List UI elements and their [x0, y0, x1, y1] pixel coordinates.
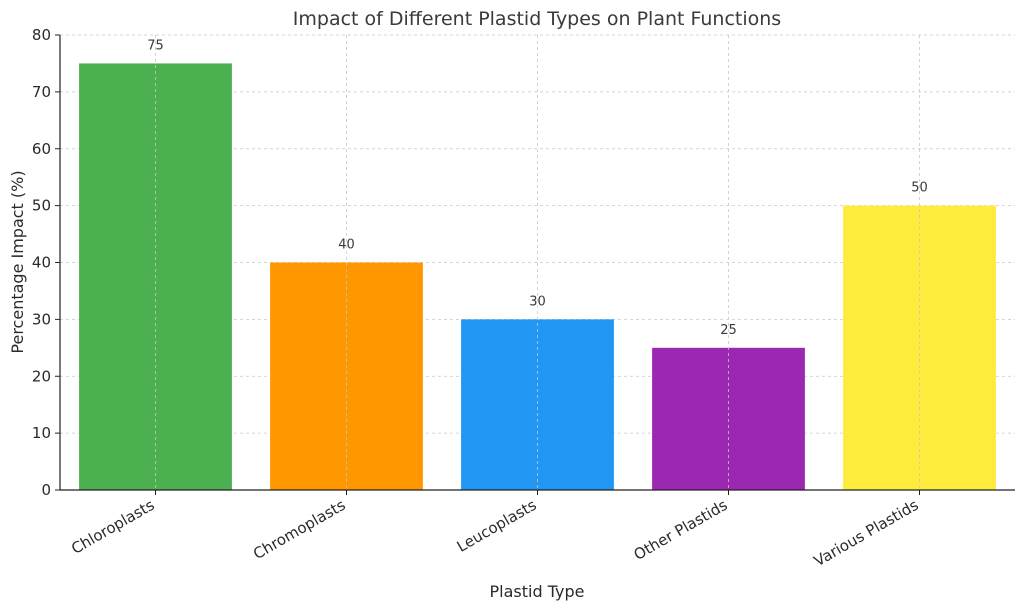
axes-layer: [55, 34, 1015, 495]
y-tick-label: 50: [32, 197, 51, 215]
bar-value-label: 30: [529, 294, 546, 309]
x-axis-label: Plastid Type: [490, 582, 585, 601]
y-tick-label: 40: [32, 254, 51, 272]
bar-value-label: 40: [338, 238, 355, 253]
x-tick-label: Chloroplasts: [68, 496, 157, 558]
bar-value-label: 50: [911, 181, 928, 196]
x-tick-label: Other Plastids: [631, 496, 731, 564]
x-tick-label: Various Plastids: [811, 496, 922, 570]
y-axis-label: Percentage Impact (%): [8, 170, 27, 353]
y-tick-label: 30: [32, 310, 51, 328]
x-tick-label: Chromoplasts: [250, 496, 349, 563]
bar-value-label: 75: [147, 38, 164, 53]
bar-value-label: 25: [720, 323, 737, 338]
y-tick-label: 20: [32, 367, 51, 385]
y-tick-label: 60: [32, 140, 51, 158]
y-tick-label: 0: [41, 481, 51, 499]
bar: [461, 319, 614, 490]
x-tick-label: Leucoplasts: [454, 496, 540, 556]
y-tick-label: 80: [32, 26, 51, 44]
y-tick-label: 10: [32, 424, 51, 442]
chart-title: Impact of Different Plastid Types on Pla…: [293, 8, 781, 30]
y-tick-label: 70: [32, 83, 51, 101]
